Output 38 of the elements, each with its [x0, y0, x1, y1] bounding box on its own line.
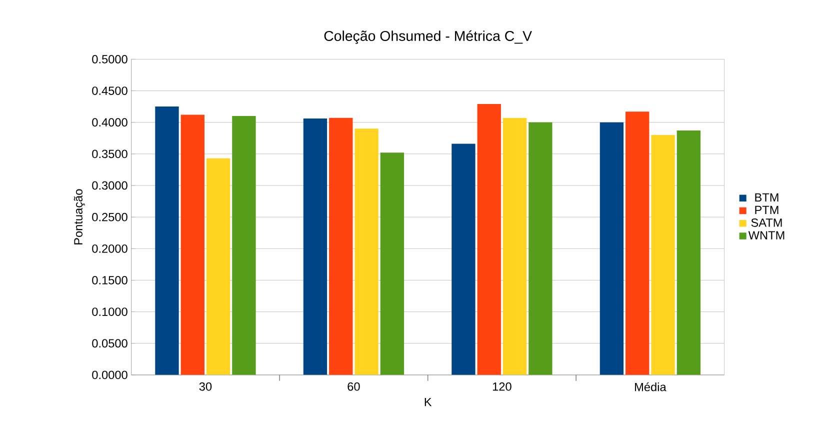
- x-tick-label: 60: [348, 382, 360, 391]
- chart-title: Coleção Ohsumed - Métrica C_V: [324, 30, 532, 44]
- y-tick-label: 0.0500: [92, 339, 128, 348]
- legend-label: PTM: [755, 206, 778, 214]
- bar: [232, 116, 256, 375]
- y-tick-label: 0.4500: [92, 86, 128, 95]
- bar: [626, 112, 650, 375]
- bar: [651, 134, 675, 375]
- bar: [180, 114, 204, 375]
- bar: [477, 104, 501, 375]
- bar: [452, 144, 476, 375]
- bar: [502, 118, 527, 375]
- bar: [676, 130, 701, 375]
- legend-label: BTM: [755, 193, 778, 202]
- bar: [303, 118, 328, 375]
- y-tick-label: 0.1500: [92, 276, 128, 284]
- y-tick-label: 0.4000: [92, 118, 128, 126]
- y-tick-label: 0.2000: [92, 244, 128, 253]
- bar: [206, 158, 230, 375]
- bar: [380, 152, 404, 375]
- y-tick-label: 0.1000: [92, 308, 128, 316]
- legend-label: WNTM: [748, 231, 784, 240]
- y-tick-label: 0.3500: [92, 150, 128, 158]
- legend-label: SATM: [751, 218, 782, 227]
- y-tick-label: 0.0000: [92, 370, 128, 380]
- bar: [600, 122, 624, 375]
- x-tick-label: Média: [635, 382, 666, 392]
- y-axis-title: Pontuação: [74, 189, 85, 244]
- y-tick-label: 0.5000: [92, 54, 128, 64]
- x-tick-label: 120: [492, 382, 512, 391]
- x-axis-title: K: [424, 398, 432, 406]
- bar: [155, 106, 179, 375]
- x-tick-label: 30: [199, 382, 212, 391]
- bar: [329, 118, 353, 375]
- y-tick-label: 0.3000: [92, 181, 128, 190]
- bar: [528, 122, 552, 375]
- bar: [354, 128, 378, 375]
- y-tick-label: 0.2500: [92, 212, 128, 222]
